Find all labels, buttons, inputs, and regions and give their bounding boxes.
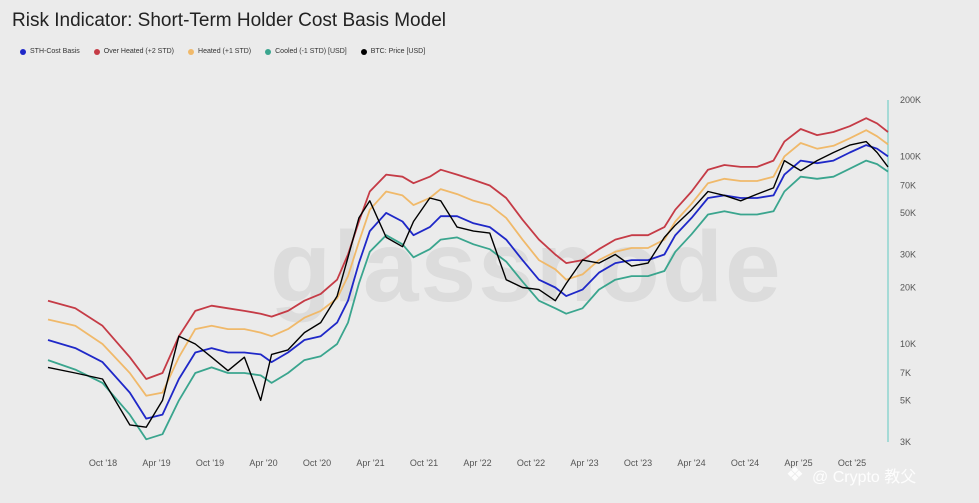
chart-legend: STH-Cost Basis Over Heated (+2 STD) Heat…: [20, 48, 425, 55]
x-tick-label: Oct '18: [89, 458, 117, 468]
y-tick-label: 7K: [900, 368, 911, 378]
legend-dot: [360, 48, 367, 55]
legend-item-over-heated[interactable]: Over Heated (+2 STD): [93, 48, 175, 55]
y-tick-label: 5K: [900, 395, 911, 405]
x-tick-label: Oct '19: [196, 458, 224, 468]
series-line-4: [47, 140, 889, 428]
x-tick-label: Oct '23: [624, 458, 652, 468]
legend-label: Over Heated (+2 STD): [103, 48, 175, 55]
x-tick-label: Apr '25: [784, 458, 812, 468]
y-tick-label: 20K: [900, 283, 916, 293]
y-tick-label: 100K: [900, 151, 921, 161]
x-tick-label: Oct '20: [303, 458, 331, 468]
legend-label: STH-Cost Basis: [30, 48, 80, 55]
x-tick-label: Oct '25: [838, 458, 866, 468]
series-line-3: [47, 159, 889, 441]
x-tick-label: Oct '22: [517, 458, 545, 468]
y-tick-label: 70K: [900, 180, 916, 190]
legend-item-sth-cost-basis[interactable]: STH-Cost Basis: [20, 48, 80, 55]
series-group: [47, 117, 889, 441]
series-line-0: [47, 144, 889, 420]
legend-label: Heated (+1 STD): [198, 48, 252, 55]
x-tick-label: Oct '21: [410, 458, 438, 468]
y-tick-label: 30K: [900, 249, 916, 259]
x-tick-label: Apr '24: [677, 458, 705, 468]
legend-dot: [20, 48, 26, 55]
x-tick-label: Apr '21: [356, 458, 384, 468]
legend-item-heated[interactable]: Heated (+1 STD): [188, 48, 251, 55]
binance-icon: ❖: [786, 464, 804, 486]
legend-dot: [188, 48, 195, 55]
x-axis: Oct '18 Apr '19 Oct '19 Apr '20 Oct '20 Apr '…: [89, 458, 866, 468]
series-line-2: [47, 129, 889, 397]
legend-item-cooled[interactable]: Cooled (-1 STD) [USD]: [265, 48, 347, 55]
legend-label: BTC: Price [USD]: [370, 48, 426, 55]
legend-dot: [93, 48, 100, 55]
legend-dot: [265, 48, 272, 55]
chart-title: Risk Indicator: Short-Term Holder Cost B…: [12, 10, 446, 31]
x-tick-label: Apr '19: [142, 458, 170, 468]
x-tick-label: Apr '23: [570, 458, 598, 468]
x-tick-label: Apr '20: [249, 458, 277, 468]
x-tick-label: Apr '22: [463, 458, 491, 468]
y-tick-label: 10K: [900, 339, 916, 349]
y-axis: 3K 5K 7K 10K 20K 30K 50K 70K 100K 200K: [900, 95, 921, 447]
series-line-1: [47, 117, 889, 380]
x-tick-label: Oct '24: [731, 458, 759, 468]
legend-item-btc-price[interactable]: BTC: Price [USD]: [360, 48, 426, 55]
y-tick-label: 50K: [900, 208, 916, 218]
y-tick-label: 200K: [900, 95, 921, 105]
y-tick-label: 3K: [900, 437, 911, 447]
legend-label: Cooled (-1 STD) [USD]: [275, 48, 347, 55]
watermark-text: @ Crypto 教父: [812, 469, 917, 486]
